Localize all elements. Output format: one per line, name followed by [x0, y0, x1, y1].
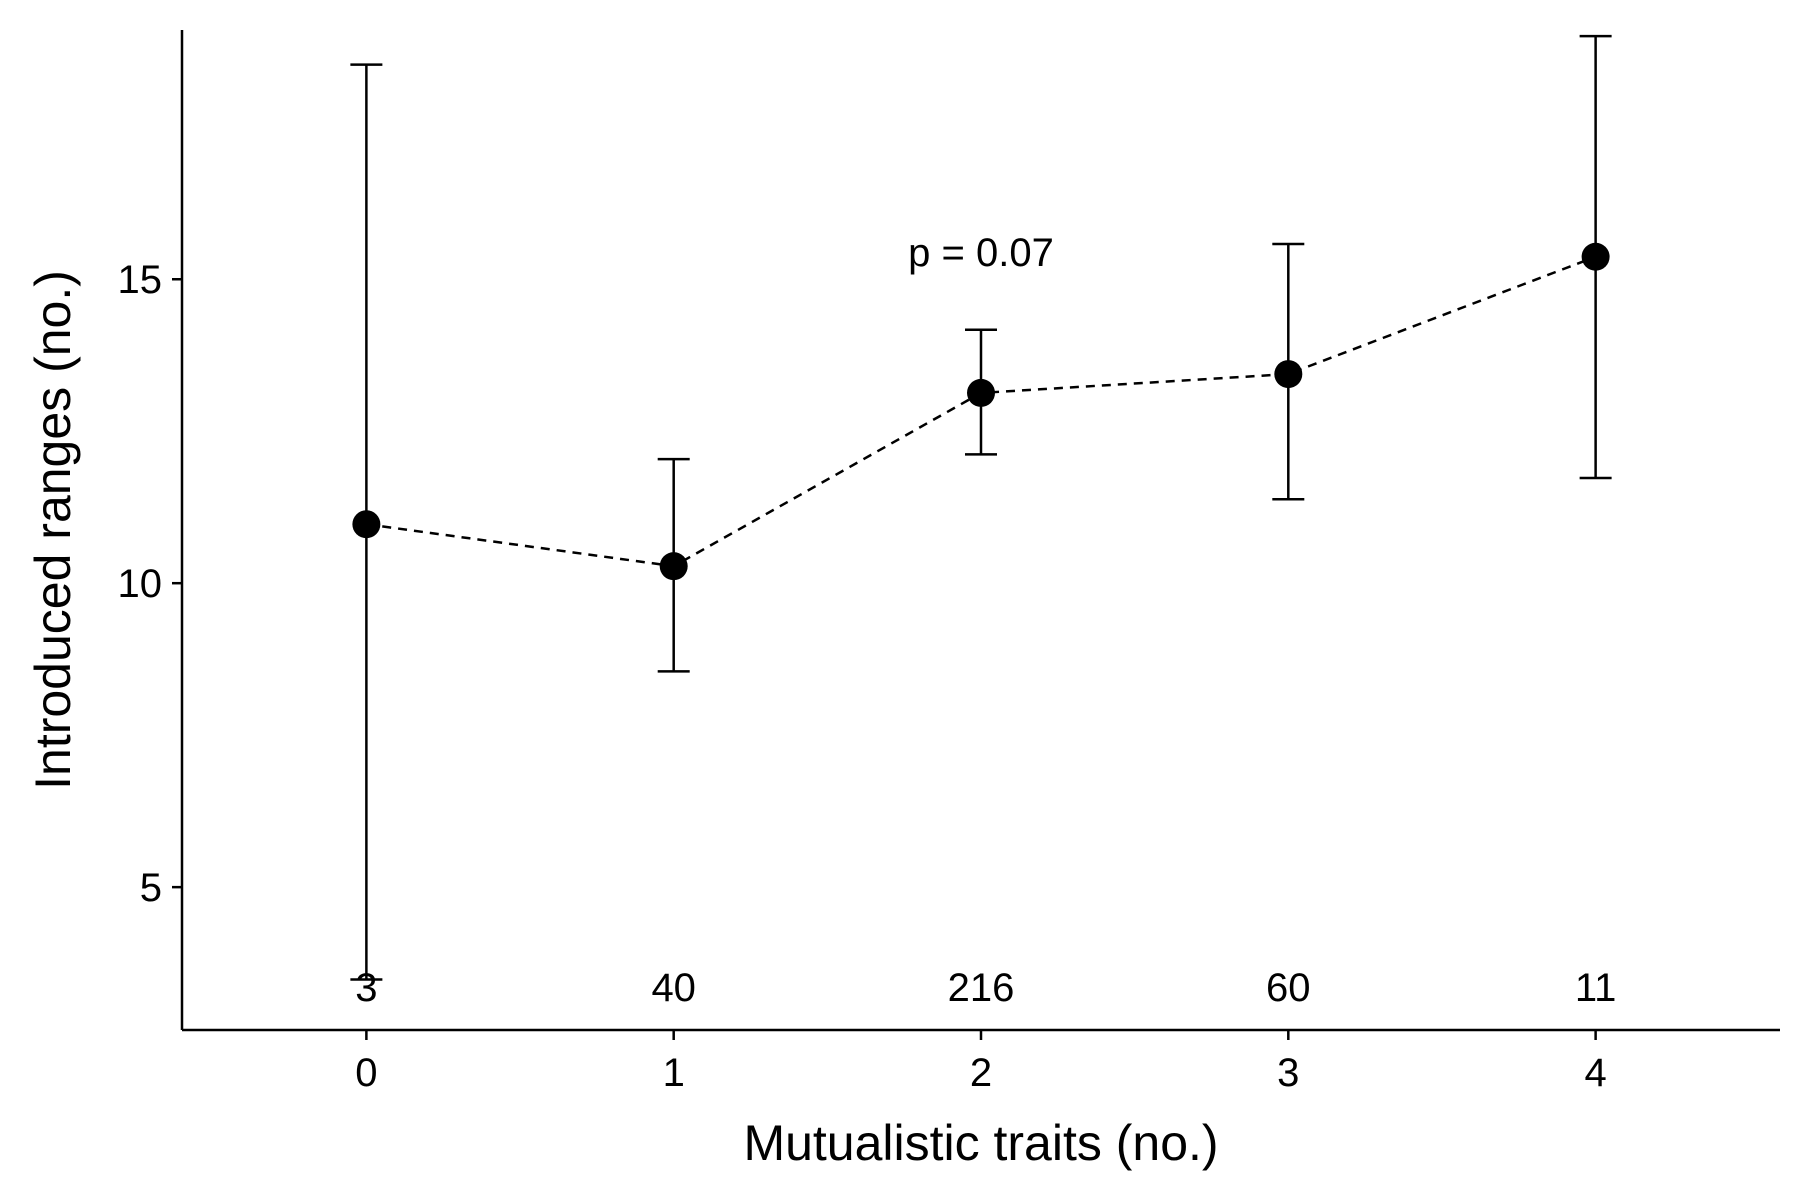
plot-area: [350, 34, 1612, 981]
x-tick-label: 0: [355, 1051, 377, 1095]
x-axis-title: Mutualistic traits (no.): [743, 1115, 1218, 1171]
y-axis-title: Introduced ranges (no.): [25, 270, 81, 790]
sample-size-label: 11: [1575, 966, 1617, 1010]
data-point: [1581, 242, 1610, 271]
sample-size-label: 40: [651, 966, 696, 1010]
sample-size-label: 216: [948, 966, 1015, 1010]
data-point: [352, 510, 381, 539]
axes: 5 10 15 0 1 2 3 4: [118, 30, 1780, 1095]
data-point: [967, 378, 995, 407]
data-point: [659, 552, 688, 581]
data-point: [1274, 360, 1303, 389]
y-tick-label: 15: [118, 258, 163, 302]
x-tick-label: 1: [663, 1051, 685, 1095]
x-tick-label: 4: [1584, 1051, 1606, 1095]
sample-size-label: 3: [355, 966, 377, 1010]
p-value-annotation: p = 0.07: [908, 231, 1054, 275]
sample-size-label: 60: [1266, 966, 1311, 1010]
y-tick-label: 10: [118, 562, 163, 606]
x-tick-label: 2: [970, 1051, 992, 1095]
y-tick-label: 5: [140, 866, 162, 910]
x-tick-label: 3: [1277, 1051, 1299, 1095]
